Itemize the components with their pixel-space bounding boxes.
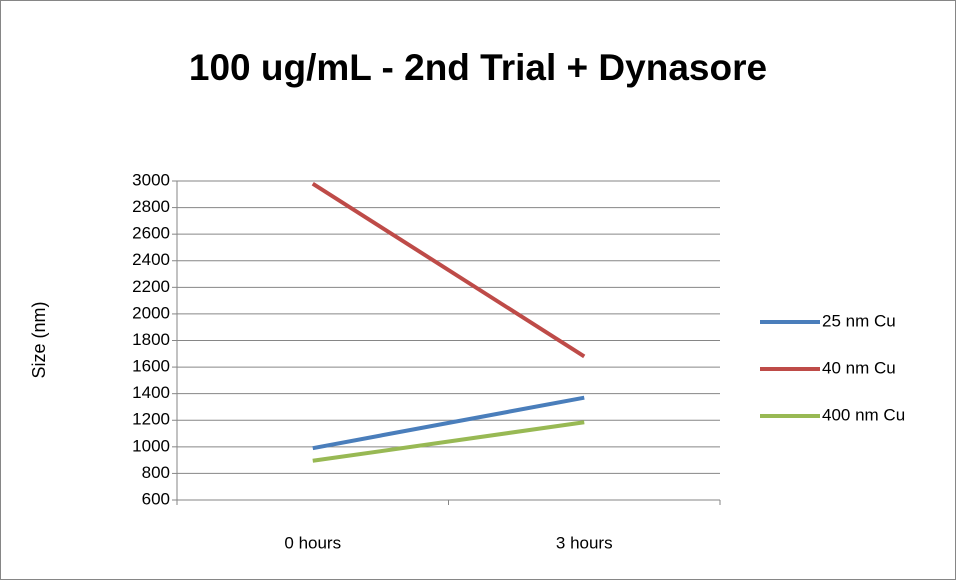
y-tick-label: 1000 xyxy=(132,436,170,455)
y-axis-label: Size (nm) xyxy=(29,301,49,378)
y-tick-label: 1400 xyxy=(132,383,170,402)
x-tick-label: 3 hours xyxy=(556,533,613,552)
x-tick-label: 0 hours xyxy=(284,533,341,552)
line-series xyxy=(312,395,585,451)
y-tick-label: 2800 xyxy=(132,197,170,216)
legend-label: 40 nm Cu xyxy=(822,358,896,377)
y-tick-label: 1200 xyxy=(132,410,170,429)
line-series xyxy=(312,420,585,463)
y-tick-label: 1600 xyxy=(132,357,170,376)
legend-label: 25 nm Cu xyxy=(822,311,896,330)
y-tick-label: 2000 xyxy=(132,303,170,322)
y-tick-label: 2200 xyxy=(132,277,170,296)
y-tick-label: 3000 xyxy=(132,170,170,189)
legend-label: 400 nm Cu xyxy=(822,405,905,424)
y-tick-label: 600 xyxy=(142,489,170,508)
y-tick-label: 1800 xyxy=(132,330,170,349)
y-tick-label: 2400 xyxy=(132,250,170,269)
y-tick-label: 2600 xyxy=(132,224,170,243)
line-series xyxy=(311,181,586,359)
y-tick-label: 800 xyxy=(142,463,170,482)
chart-title: 100 ug/mL - 2nd Trial + Dynasore xyxy=(189,47,767,88)
